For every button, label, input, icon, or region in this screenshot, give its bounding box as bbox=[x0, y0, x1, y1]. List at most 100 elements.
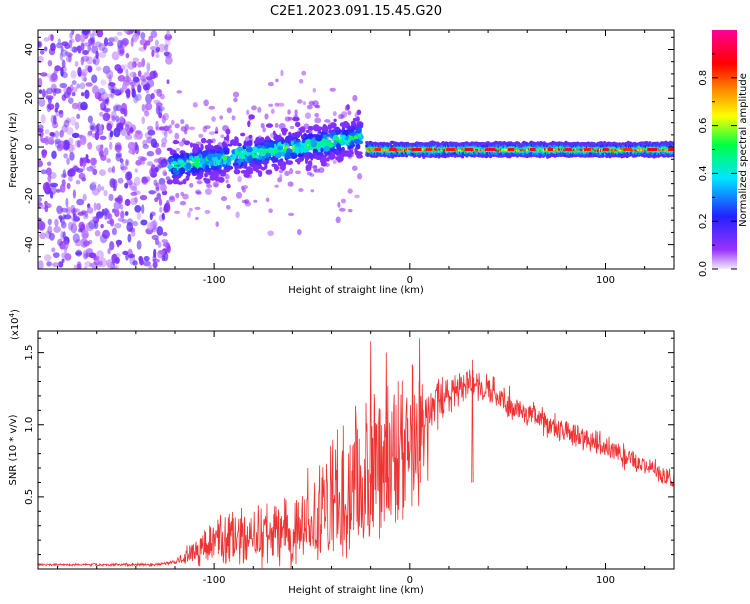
spectrogram-cell bbox=[267, 230, 275, 236]
spectrogram-cell bbox=[232, 162, 239, 167]
spectrogram-cell bbox=[38, 77, 43, 88]
spectrogram-cell bbox=[340, 141, 347, 146]
spectrogram-cell bbox=[192, 151, 199, 157]
colorbar-tick-label: 0.6 bbox=[698, 118, 709, 134]
spectrogram-cell bbox=[172, 153, 180, 160]
spectrogram-cell bbox=[109, 141, 113, 151]
spectrogram-cell bbox=[100, 186, 105, 191]
spectrogram-cell bbox=[146, 76, 153, 81]
spectrogram-cell bbox=[184, 123, 189, 131]
spectrogram-cell bbox=[114, 209, 120, 218]
spectrogram-cell bbox=[71, 92, 76, 97]
spectrogram-cell bbox=[43, 254, 52, 262]
spectrogram-cell bbox=[155, 182, 160, 190]
spectrogram-cell bbox=[189, 207, 193, 212]
spectrogram-cell bbox=[44, 204, 49, 213]
spectrogram-cell bbox=[103, 189, 108, 197]
spectrogram-cell bbox=[299, 78, 304, 84]
spectrogram-cell bbox=[624, 148, 632, 151]
spectrogram-cell bbox=[147, 222, 154, 231]
spectrogram-cell bbox=[72, 233, 80, 243]
spectrogram-cell bbox=[309, 173, 315, 177]
spectrogram-cell bbox=[68, 221, 74, 231]
spectrogram-cell bbox=[165, 55, 173, 65]
spectrogram-cell bbox=[201, 150, 208, 157]
spectrogram-cell bbox=[68, 53, 72, 63]
spectrogram-cell bbox=[156, 226, 164, 236]
spectrogram-cell bbox=[86, 166, 94, 172]
spectrogram-cell bbox=[64, 253, 72, 261]
spectrogram-cell bbox=[213, 163, 218, 167]
spectrogram-cell bbox=[100, 102, 105, 109]
spectrogram-cell bbox=[161, 142, 166, 148]
spectrogram-cell bbox=[145, 83, 151, 91]
spectrogram-cell bbox=[43, 37, 50, 42]
spectrogram-cell bbox=[312, 87, 316, 93]
spectrogram-xlabel: Height of straight line (km) bbox=[288, 285, 424, 296]
spectrogram-cell bbox=[131, 88, 136, 98]
spectrogram-cell bbox=[249, 161, 256, 167]
spectrogram-cell bbox=[139, 75, 145, 81]
spectrogram-cell bbox=[274, 184, 279, 188]
snr-ticks: -100 0 100 0.5 1.0 1.5 bbox=[24, 331, 674, 586]
spectrogram-cell bbox=[312, 100, 319, 107]
spectrogram-cell bbox=[50, 34, 54, 42]
spectrogram-cell bbox=[128, 253, 136, 258]
spectrogram-panel: -100 0 100 -40 -20 0 20 40 Height of straight l… bbox=[8, 29, 675, 296]
spectrogram-cell bbox=[114, 144, 122, 153]
spectrogram-cell bbox=[137, 84, 142, 93]
spectrogram-cell bbox=[270, 108, 275, 115]
spectrogram-cell bbox=[77, 66, 82, 77]
spectrogram-cell bbox=[66, 157, 70, 165]
spectrogram-cell bbox=[134, 205, 142, 213]
spectrogram-cell bbox=[58, 110, 64, 114]
snr-multiplier: (x104) bbox=[8, 309, 21, 340]
spectrogram-cell bbox=[46, 87, 54, 95]
spectrogram-cell bbox=[231, 115, 236, 121]
colorbar-ticks: 0.0 0.2 0.4 0.6 0.8 bbox=[698, 53, 737, 277]
spectrogram-cell bbox=[253, 199, 258, 203]
spectrogram-cell bbox=[164, 33, 172, 41]
spectrogram-cell bbox=[55, 188, 61, 193]
spectrogram-cell bbox=[214, 175, 219, 182]
spectrogram-cell bbox=[256, 144, 263, 149]
spectrogram-cell bbox=[291, 144, 295, 153]
spectrogram-ytick-label: -40 bbox=[24, 236, 35, 252]
spectrogram-cell bbox=[53, 115, 57, 125]
spectrogram-cell bbox=[49, 191, 54, 199]
spectrogram-cell bbox=[204, 172, 208, 178]
spectrogram-cell bbox=[110, 110, 117, 121]
spectrogram-cell bbox=[56, 205, 63, 215]
spectrogram-cell bbox=[148, 167, 157, 176]
spectrogram-cell bbox=[337, 201, 341, 208]
spectrogram-cell bbox=[47, 97, 53, 104]
spectrogram-cell bbox=[77, 45, 82, 54]
spectrogram-cell bbox=[547, 148, 553, 151]
spectrogram-cell bbox=[87, 142, 93, 150]
spectrogram-cell bbox=[289, 167, 294, 175]
spectrogram-cell bbox=[314, 113, 320, 118]
spectrogram-cell bbox=[75, 33, 81, 43]
spectrogram-cell bbox=[90, 181, 97, 186]
spectrogram-cell bbox=[259, 137, 265, 143]
spectrogram-cell bbox=[248, 134, 253, 139]
spectrogram-cell bbox=[106, 69, 114, 80]
spectrogram-cell bbox=[251, 146, 258, 154]
spectrogram-cell bbox=[140, 32, 146, 40]
spectrogram-cell bbox=[134, 196, 138, 203]
spectrogram-cell bbox=[287, 181, 294, 187]
spectrogram-cell bbox=[68, 137, 74, 145]
spectrogram-cell bbox=[204, 125, 211, 129]
spectrogram-cell bbox=[132, 33, 140, 40]
spectrogram-cell bbox=[59, 140, 64, 150]
spectrogram-cell bbox=[44, 129, 50, 135]
spectrogram-cell bbox=[208, 131, 216, 136]
spectrogram-cell bbox=[62, 139, 71, 150]
spectrogram-cell bbox=[71, 208, 78, 214]
spectrogram-cell bbox=[93, 221, 99, 230]
spectrogram-cell bbox=[209, 159, 214, 167]
spectrogram-cell bbox=[172, 140, 180, 145]
spectrogram-cell bbox=[152, 261, 158, 269]
spectrogram-cell bbox=[129, 126, 134, 134]
spectrogram-cell bbox=[139, 258, 144, 266]
